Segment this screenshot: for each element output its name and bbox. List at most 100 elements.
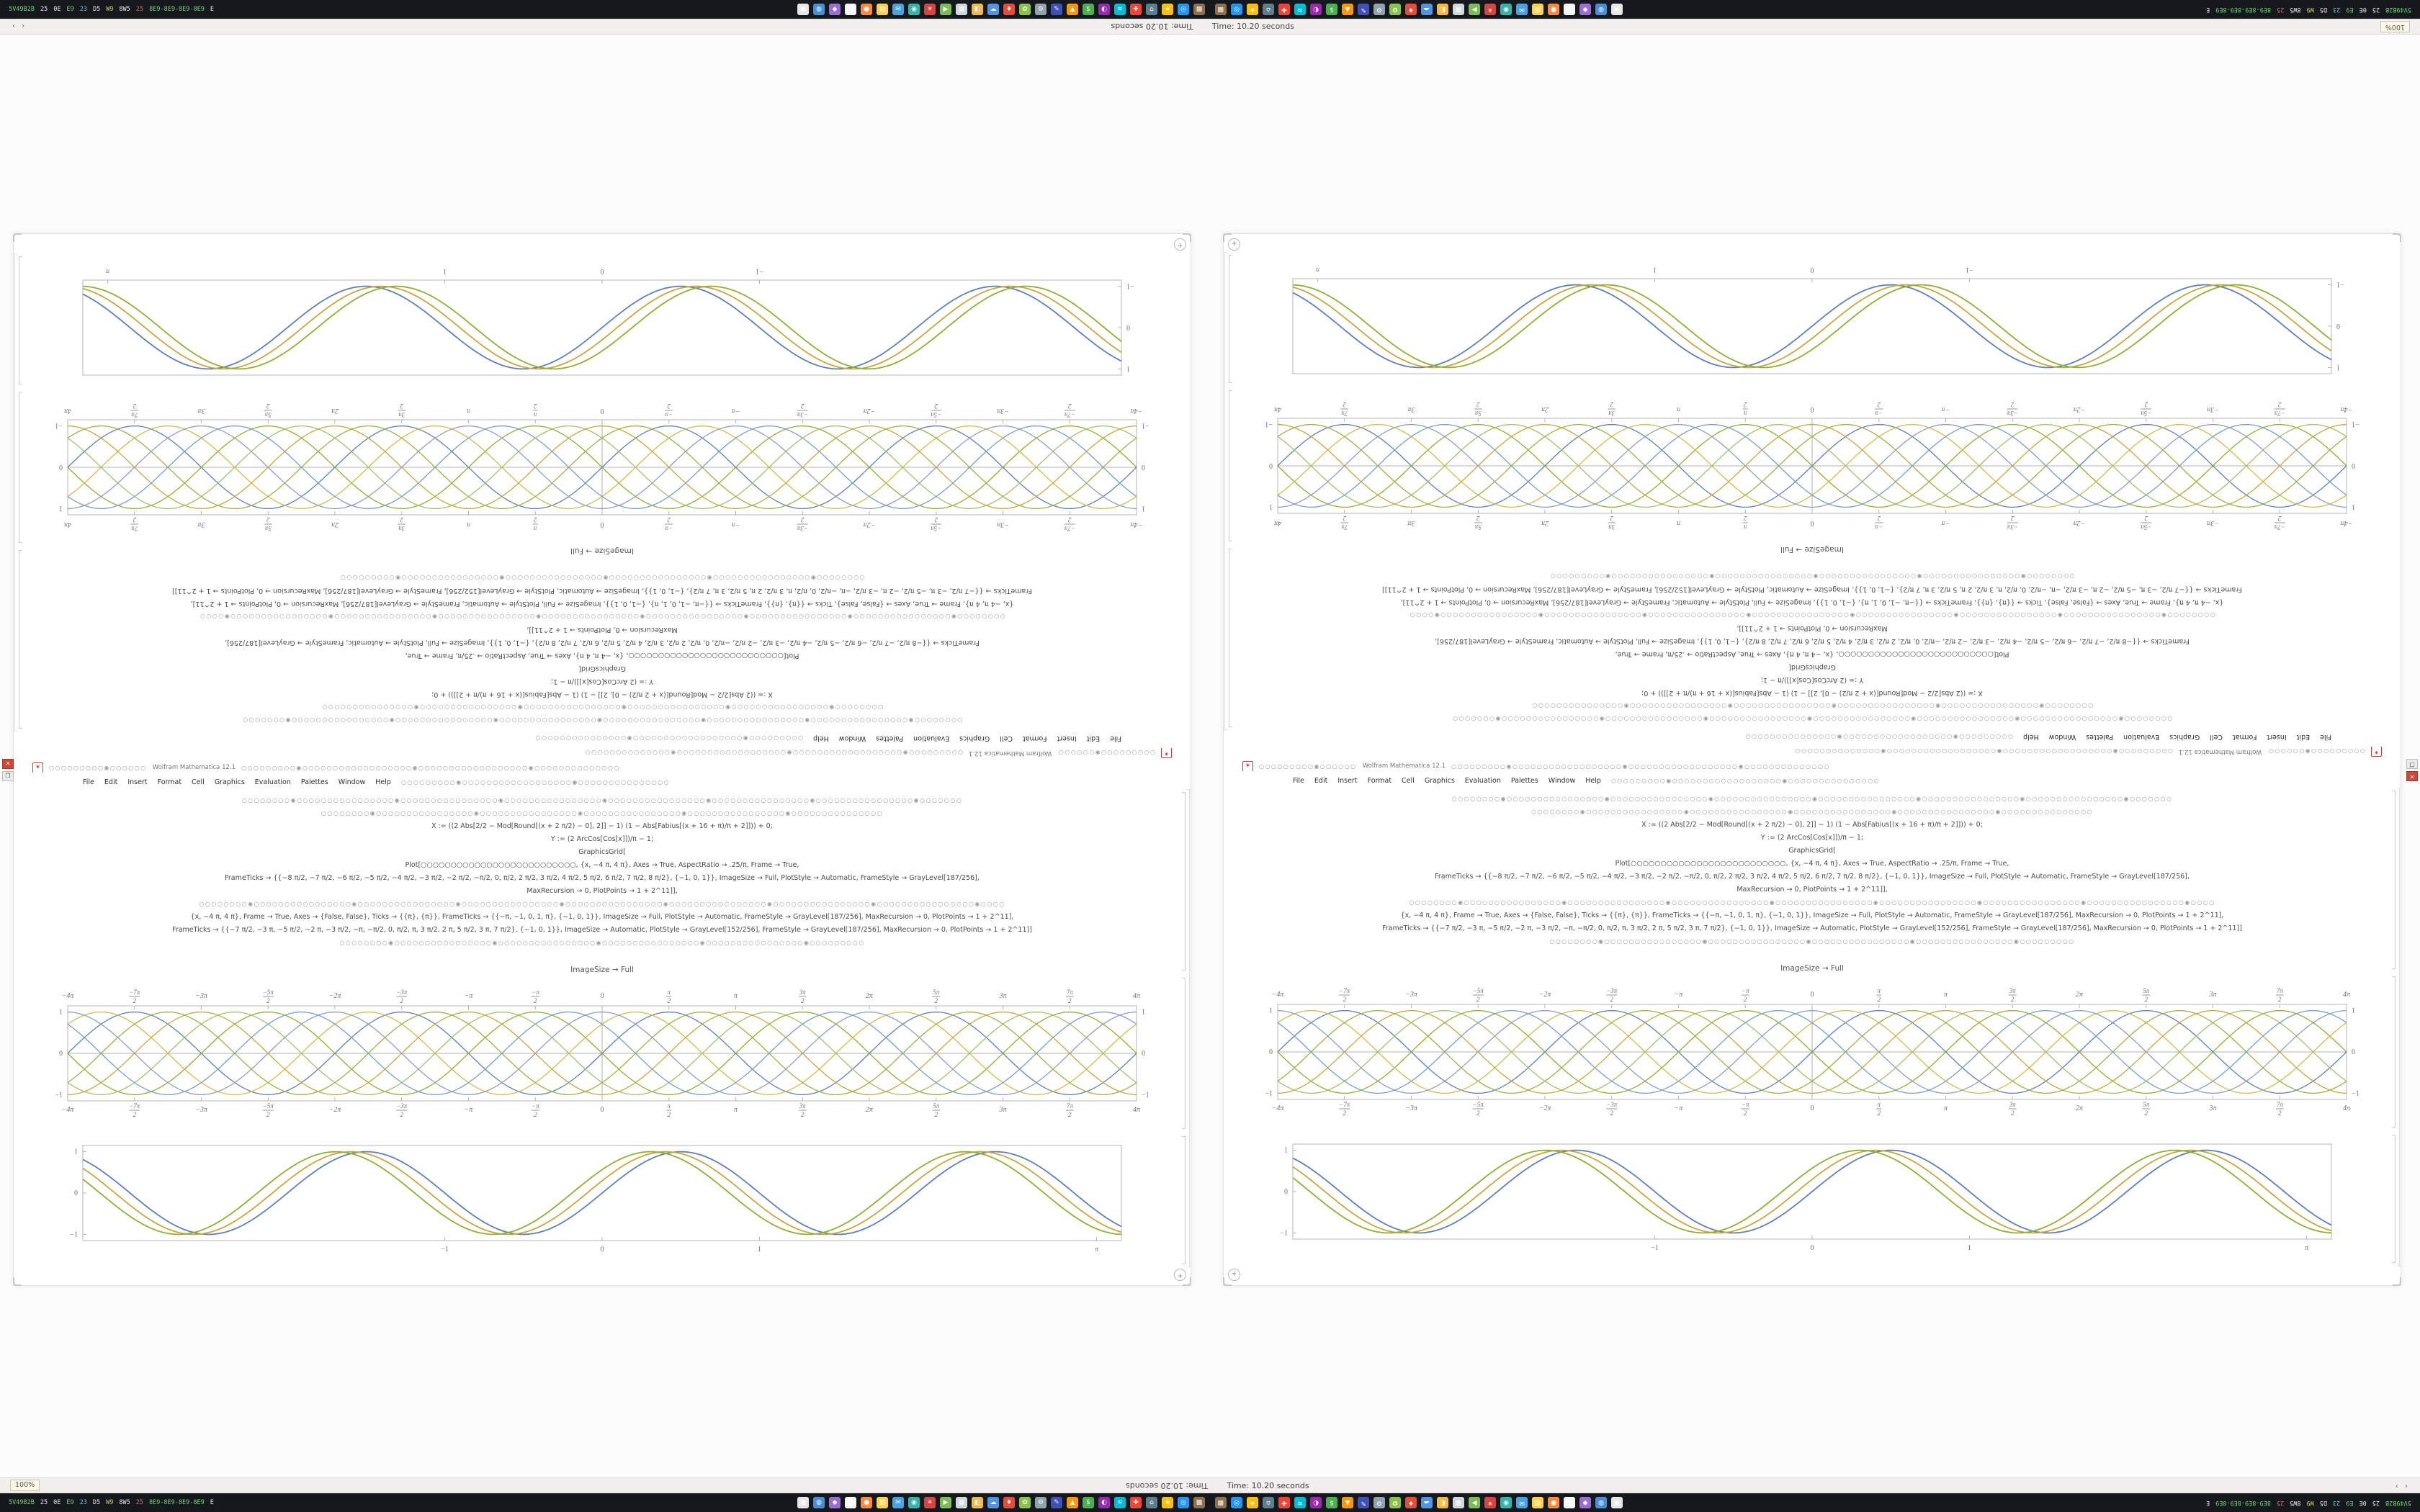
media-player-icon[interactable]: ▶	[940, 1497, 951, 1508]
browser-blue-icon[interactable]: ◍	[813, 1497, 825, 1508]
notes-icon[interactable]: ✎	[1051, 4, 1062, 15]
health-app-icon[interactable]: ✚	[1130, 4, 1142, 15]
contrast-app-icon[interactable]: ◐	[1098, 1497, 1110, 1508]
media-player-icon[interactable]: ▶	[1469, 4, 1480, 15]
menu-help[interactable]: Help	[813, 734, 829, 743]
cell-bracket-sine[interactable]	[19, 256, 22, 384]
cell-bracket-outer[interactable]	[14, 253, 17, 732]
purple-app-icon[interactable]: ◆	[829, 4, 841, 15]
pdf-reader-icon[interactable]: ♦	[1405, 4, 1417, 15]
text-editor-icon[interactable]: ▤	[845, 1497, 856, 1508]
contrast-app-icon[interactable]: ◐	[1310, 4, 1322, 15]
code-cell[interactable]: ○○○○○○○○◉○○○○○○○○○○○○○○○○◉○○○○○○○○○○○○○○…	[14, 571, 1191, 726]
menu-evaluation[interactable]: Evaluation	[913, 734, 950, 743]
package-app-icon[interactable]: ▩	[1215, 1497, 1227, 1508]
scroll-arrows-icon[interactable]: ‹ ›	[10, 22, 25, 30]
menu-graphics[interactable]: Graphics	[1424, 776, 1455, 785]
archive-icon[interactable]: ▦	[956, 1497, 967, 1508]
menu-insert[interactable]: Insert	[2267, 733, 2287, 742]
teal-app-icon[interactable]: ◉	[1500, 1497, 1512, 1508]
favorites-icon[interactable]: ★	[1247, 4, 1258, 15]
cell-bracket-outer[interactable]	[1187, 789, 1190, 1267]
browser-blue-icon[interactable]: ◍	[1595, 4, 1607, 15]
home-app-icon[interactable]: ⌂	[1146, 4, 1157, 15]
notebook-window-left[interactable]: + + ✶ ○○○○○○○○○◉○○○○○○ Wolfram Mathemati…	[13, 233, 1191, 1286]
menu-help[interactable]: Help	[2023, 733, 2039, 742]
waves-app-icon[interactable]: ≋	[1114, 1497, 1126, 1508]
mathematica-icon[interactable]: ✶	[1484, 1497, 1496, 1508]
cell-bracket-code[interactable]	[2392, 791, 2396, 969]
file-manager-icon[interactable]: ▣	[1611, 1497, 1623, 1508]
menu-palettes[interactable]: Palettes	[2086, 733, 2114, 742]
home-app-icon[interactable]: ⌂	[1146, 1497, 1157, 1508]
image-viewer-icon[interactable]: ◧	[1437, 4, 1448, 15]
photos-icon[interactable]: ✿	[1019, 4, 1031, 15]
menu-palettes[interactable]: Palettes	[1510, 776, 1538, 785]
mathematica-icon[interactable]: ✶	[924, 4, 936, 15]
menu-format[interactable]: Format	[2232, 733, 2257, 742]
media-player-icon[interactable]: ▶	[940, 4, 951, 15]
settings-icon[interactable]: ⚙	[1035, 4, 1047, 15]
mail-icon[interactable]: ✉	[892, 1497, 904, 1508]
image-viewer-icon[interactable]: ◧	[972, 1497, 983, 1508]
cell-bracket-code[interactable]	[19, 550, 22, 729]
archive-icon[interactable]: ▦	[956, 4, 967, 15]
menu-edit[interactable]: Edit	[2296, 733, 2311, 742]
finance-icon[interactable]: $	[1326, 1497, 1337, 1508]
folder-icon[interactable]: ▨	[877, 1497, 888, 1508]
favorites-icon[interactable]: ★	[1162, 1497, 1173, 1508]
health-app-icon[interactable]: ✚	[1130, 1497, 1142, 1508]
purple-app-icon[interactable]: ◆	[1579, 1497, 1591, 1508]
menu-window[interactable]: Window	[2048, 733, 2076, 742]
firefox-icon[interactable]: ●	[1548, 1497, 1559, 1508]
menu-edit[interactable]: Edit	[1314, 776, 1328, 785]
settings-icon[interactable]: ⚙	[1373, 4, 1385, 15]
health-app-icon[interactable]: ✚	[1278, 4, 1290, 15]
magnify-button[interactable]: +	[1174, 238, 1186, 251]
teal-app-icon[interactable]: ◉	[908, 1497, 920, 1508]
menu-file[interactable]: File	[2320, 733, 2331, 742]
warning-tool-icon[interactable]: ▲	[1342, 4, 1353, 15]
file-manager-icon[interactable]: ▣	[1611, 4, 1623, 15]
menu-evaluation[interactable]: Evaluation	[254, 778, 291, 786]
favorites-icon[interactable]: ★	[1162, 4, 1173, 15]
menu-evaluation[interactable]: Evaluation	[1464, 776, 1501, 785]
firefox-icon[interactable]: ●	[1548, 4, 1559, 15]
menu-help[interactable]: Help	[1585, 776, 1601, 785]
home-app-icon[interactable]: ⌂	[1263, 1497, 1274, 1508]
mathematica-spikey-icon[interactable]: ✶	[32, 762, 43, 773]
magnify-button[interactable]: +	[1174, 1269, 1186, 1281]
menu-insert[interactable]: Insert	[127, 778, 148, 786]
globe-app-icon[interactable]: ◎	[1178, 1497, 1189, 1508]
package-app-icon[interactable]: ▩	[1215, 4, 1227, 15]
mathematica-icon[interactable]: ✶	[924, 1497, 936, 1508]
zoom-indicator[interactable]: 100%	[10, 1480, 40, 1491]
menu-edit[interactable]: Edit	[1086, 734, 1101, 743]
teal-app-icon[interactable]: ◉	[908, 4, 920, 15]
finance-icon[interactable]: $	[1083, 4, 1094, 15]
mathematica-spikey-icon[interactable]: ✶	[2371, 747, 2382, 757]
menu-insert[interactable]: Insert	[1057, 734, 1077, 743]
finance-icon[interactable]: $	[1083, 1497, 1094, 1508]
mail-icon[interactable]: ✉	[892, 4, 904, 15]
menu-cell[interactable]: Cell	[2210, 733, 2223, 742]
media-player-icon[interactable]: ▶	[1469, 1497, 1480, 1508]
restore-icon[interactable]: ❐	[2, 771, 14, 781]
purple-app-icon[interactable]: ◆	[829, 1497, 841, 1508]
magnify-button[interactable]: +	[1228, 1269, 1240, 1281]
cell-bracket-sine[interactable]	[2392, 1135, 2396, 1263]
home-app-icon[interactable]: ⌂	[1263, 4, 1274, 15]
cloud-icon[interactable]: ☁	[987, 4, 999, 15]
menu-palettes[interactable]: Palettes	[876, 734, 904, 743]
folder-icon[interactable]: ▨	[877, 4, 888, 15]
menu-format[interactable]: Format	[1022, 734, 1047, 743]
package-app-icon[interactable]: ▩	[1193, 4, 1205, 15]
notebook-window-right[interactable]: + + ✶ ○○○○○○○○○◉○○○○○○ Wolfram Mathemati…	[1223, 233, 2401, 1286]
menu-evaluation[interactable]: Evaluation	[2123, 733, 2160, 742]
cloud-icon[interactable]: ☁	[1421, 4, 1433, 15]
close-icon[interactable]: ✕	[2406, 771, 2418, 781]
cell-bracket-code[interactable]	[1182, 792, 1186, 971]
folder-icon[interactable]: ▨	[1532, 4, 1543, 15]
menu-palettes[interactable]: Palettes	[300, 778, 328, 786]
menu-graphics[interactable]: Graphics	[2169, 733, 2200, 742]
